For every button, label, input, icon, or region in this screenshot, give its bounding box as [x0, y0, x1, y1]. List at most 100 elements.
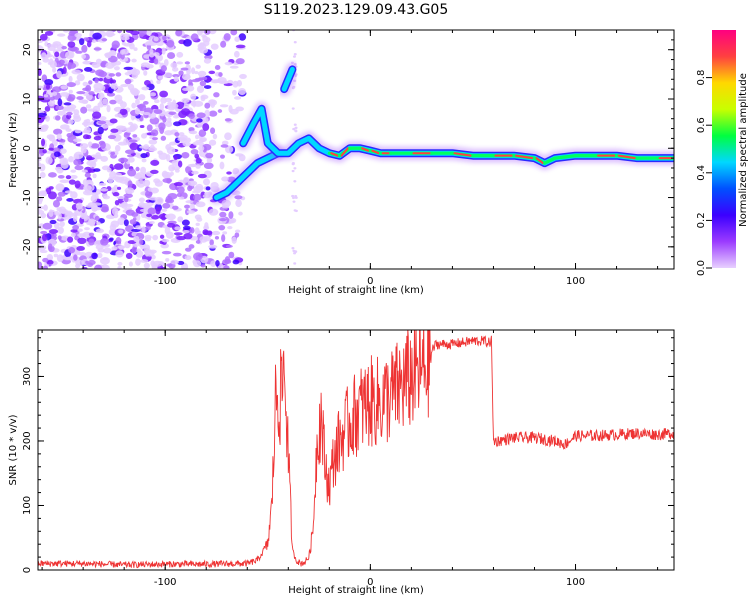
lower-branch-mid	[214, 150, 281, 200]
noise-dot	[111, 246, 118, 251]
noise-dot	[190, 149, 199, 155]
noise-dot	[139, 32, 144, 38]
noise-dot	[204, 102, 211, 109]
noise-dot	[109, 237, 114, 241]
noise-dot	[100, 155, 109, 162]
noise-dot	[100, 238, 109, 246]
noise-dot	[97, 247, 105, 253]
noise-dot	[193, 260, 202, 268]
ridge-peak	[515, 154, 534, 160]
noise-dot	[186, 209, 196, 214]
noise-dot	[235, 153, 244, 157]
noise-dot	[158, 152, 168, 160]
noise-dot	[86, 40, 92, 48]
noise-dot	[173, 182, 183, 187]
noise-dot	[213, 92, 220, 98]
noise-dot	[234, 36, 240, 42]
noise-dot	[123, 132, 130, 138]
noise-dot	[74, 129, 82, 134]
noise-dot	[291, 194, 295, 198]
ridge-peak	[361, 147, 370, 152]
noise-dot	[210, 260, 217, 268]
noise-dot	[291, 196, 295, 200]
noise-dot	[204, 109, 210, 118]
noise-dot	[199, 80, 207, 87]
noise-dot	[108, 73, 116, 77]
noise-dot	[63, 102, 72, 106]
noise-dot	[218, 224, 226, 231]
noise-dot	[93, 135, 102, 141]
noise-dot	[96, 221, 101, 226]
x-tick-label: 0	[367, 577, 373, 588]
noise-dot	[206, 157, 213, 164]
noise-dot	[221, 176, 229, 182]
noise-dot	[110, 151, 116, 156]
noise-dot	[214, 64, 221, 71]
noise-dot	[176, 236, 186, 241]
noise-dot	[73, 113, 80, 119]
noise-dot	[143, 101, 149, 105]
colorbar: 0.0 0.2 0.4 0.6 0.8 Normalized spectral ampl…	[696, 30, 749, 276]
noise-dot	[141, 86, 150, 91]
noise-dot	[110, 220, 120, 228]
noise-dot	[73, 158, 82, 166]
noise-dot	[186, 85, 195, 92]
noise-dot	[45, 156, 53, 165]
noise-dot	[113, 66, 120, 71]
noise-dot	[160, 243, 169, 249]
noise-dot	[146, 30, 152, 36]
noise-dot	[114, 176, 125, 183]
noise-dot	[155, 206, 161, 215]
noise-dot	[59, 220, 65, 227]
noise-dot	[129, 219, 137, 225]
noise-dot	[38, 209, 45, 215]
noise-dot	[166, 213, 176, 221]
noise-dot	[121, 48, 129, 55]
noise-dot	[209, 239, 214, 246]
noise-dot	[54, 211, 60, 216]
noise-dot	[162, 72, 173, 78]
noise-dot	[198, 129, 207, 137]
noise-dot	[225, 145, 234, 154]
noise-dot	[98, 77, 104, 82]
noise-dot	[131, 246, 137, 254]
y-tick-label: 100	[22, 496, 33, 515]
colorbar-tick-label: 0.2	[696, 212, 707, 228]
noise-dot	[72, 225, 80, 231]
noise-dot	[110, 50, 117, 56]
noise-dot	[64, 51, 74, 59]
noise-dot	[86, 157, 95, 161]
noise-dot	[52, 67, 57, 73]
noise-dot	[109, 118, 118, 124]
noise-dot	[67, 119, 74, 125]
noise-dot	[194, 227, 200, 235]
noise-dot	[83, 66, 93, 72]
noise-dot	[179, 196, 185, 200]
noise-dot	[232, 80, 239, 88]
noise-dot	[115, 250, 124, 258]
noise-dot	[68, 75, 73, 83]
noise-dot	[38, 68, 42, 77]
noise-dot	[91, 192, 98, 196]
noise-dot	[223, 265, 230, 269]
noise-dot	[182, 230, 190, 234]
noise-dot	[222, 231, 228, 235]
noise-dot	[119, 108, 128, 116]
noise-dot	[76, 245, 85, 251]
noise-dot	[168, 111, 177, 116]
noise-dot	[159, 90, 169, 98]
snr-series-line	[38, 330, 674, 569]
noise-dot	[118, 229, 124, 234]
noise-dot	[239, 73, 247, 79]
noise-dot	[49, 219, 57, 225]
y-tick-label: 20	[22, 43, 33, 56]
noise-dot	[166, 40, 175, 48]
noise-dot	[99, 264, 110, 269]
noise-dot	[135, 258, 141, 266]
noise-dot	[201, 34, 207, 38]
noise-dot	[93, 47, 102, 51]
noise-dot	[130, 123, 138, 131]
noise-dot	[195, 239, 201, 244]
noise-dot	[172, 73, 180, 78]
noise-dot	[193, 193, 202, 201]
